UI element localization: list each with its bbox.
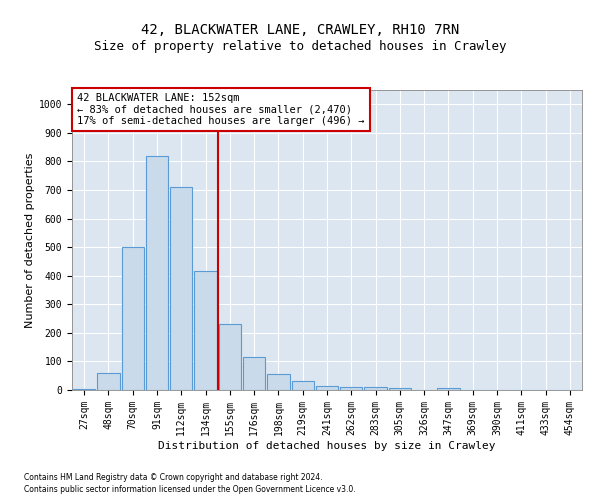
Bar xyxy=(340,386,362,390)
Bar xyxy=(316,386,338,390)
Bar xyxy=(170,187,193,390)
Text: Contains HM Land Registry data © Crown copyright and database right 2024.: Contains HM Land Registry data © Crown c… xyxy=(24,472,323,482)
Bar xyxy=(194,272,217,390)
Bar xyxy=(389,388,411,390)
Bar xyxy=(97,373,119,390)
Bar xyxy=(364,387,387,390)
Y-axis label: Number of detached properties: Number of detached properties xyxy=(25,152,35,328)
Bar xyxy=(218,324,241,390)
Bar xyxy=(243,357,265,390)
Bar xyxy=(292,382,314,390)
X-axis label: Distribution of detached houses by size in Crawley: Distribution of detached houses by size … xyxy=(158,440,496,450)
Bar xyxy=(146,156,168,390)
Text: Contains public sector information licensed under the Open Government Licence v3: Contains public sector information licen… xyxy=(24,485,356,494)
Bar xyxy=(267,374,290,390)
Bar xyxy=(73,388,95,390)
Text: 42, BLACKWATER LANE, CRAWLEY, RH10 7RN: 42, BLACKWATER LANE, CRAWLEY, RH10 7RN xyxy=(141,22,459,36)
Text: Size of property relative to detached houses in Crawley: Size of property relative to detached ho… xyxy=(94,40,506,53)
Text: 42 BLACKWATER LANE: 152sqm
← 83% of detached houses are smaller (2,470)
17% of s: 42 BLACKWATER LANE: 152sqm ← 83% of deta… xyxy=(77,93,365,126)
Bar xyxy=(122,247,144,390)
Bar xyxy=(437,388,460,390)
